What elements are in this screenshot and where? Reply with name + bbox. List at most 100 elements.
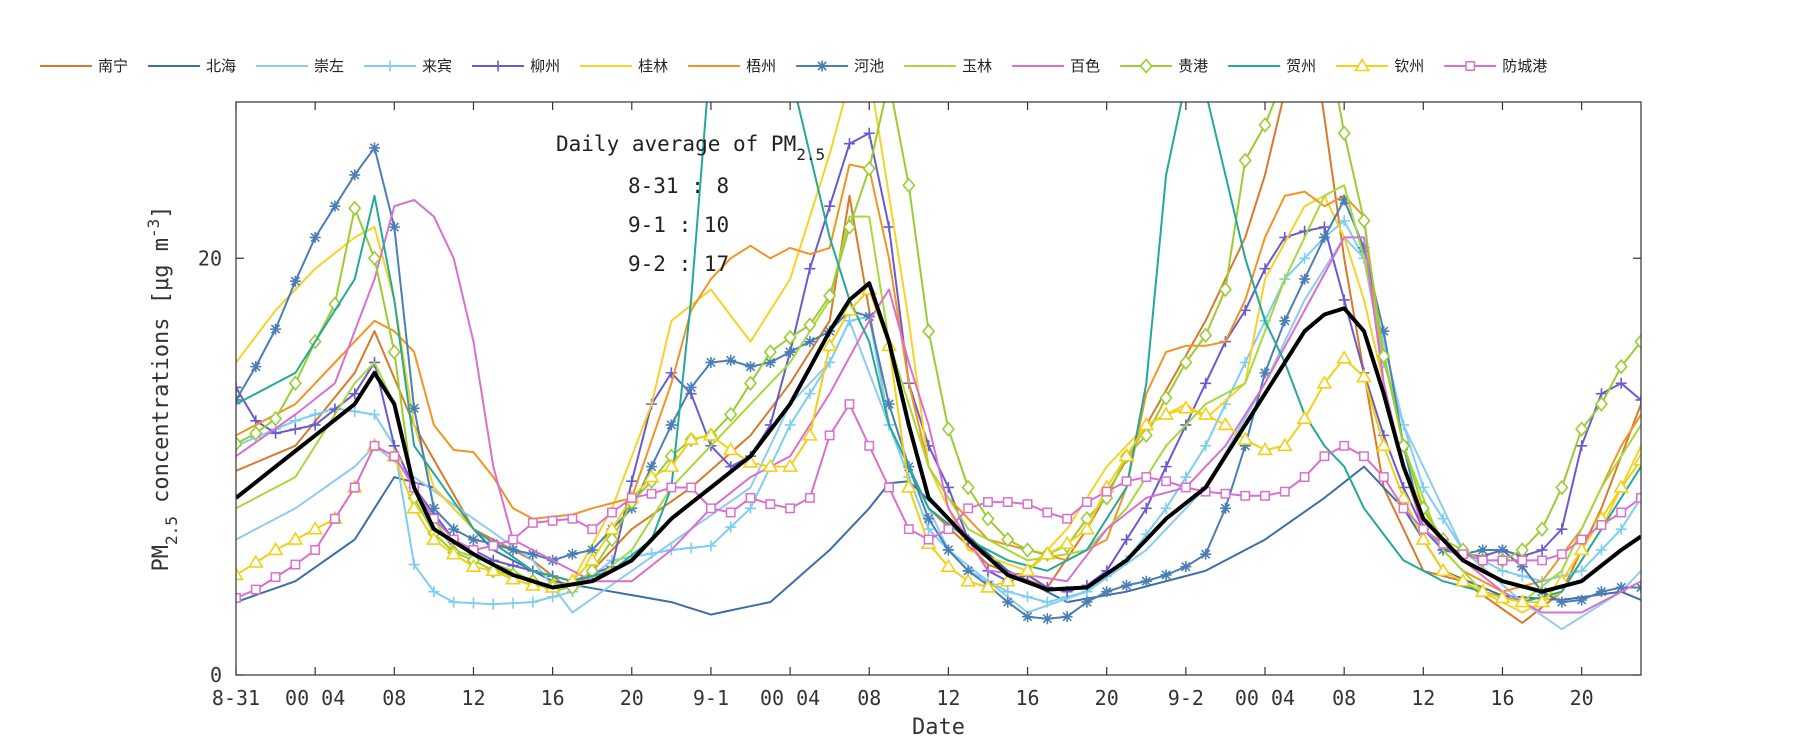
data-point xyxy=(369,440,380,451)
annotation-line: 8-31 : 8 xyxy=(628,174,729,198)
legend-label: 柳州 xyxy=(530,57,560,75)
data-point xyxy=(940,558,957,572)
data-point xyxy=(980,579,996,593)
data-point xyxy=(742,454,759,468)
data-point xyxy=(1158,406,1174,420)
data-point xyxy=(643,468,660,483)
data-point xyxy=(1258,117,1272,133)
data-point xyxy=(1296,410,1313,425)
data-point xyxy=(1537,555,1548,566)
data-point xyxy=(844,399,855,410)
data-point xyxy=(1239,440,1251,452)
annotation-title: Daily average of PM2.5 xyxy=(556,132,825,164)
series-line xyxy=(236,288,1641,604)
data-point xyxy=(236,435,243,452)
data-point xyxy=(1556,596,1568,608)
data-point xyxy=(646,461,658,473)
data-point xyxy=(745,361,757,373)
data-point xyxy=(1140,575,1152,587)
data-point xyxy=(465,558,482,572)
data-point xyxy=(584,552,601,566)
series-防城港 xyxy=(236,399,1641,603)
data-point xyxy=(309,231,321,243)
data-point xyxy=(646,488,657,499)
data-point xyxy=(1118,448,1135,462)
data-point xyxy=(1219,502,1231,514)
legend-item: 玉林 xyxy=(904,57,992,75)
data-point xyxy=(983,497,993,508)
legend-marker xyxy=(492,60,504,72)
data-point xyxy=(1318,231,1330,243)
x-axis: 8-31 00 04 08 12 16 20 9-1 00 04 08 12 16 20 9-2 00 0… xyxy=(212,102,1594,710)
data-point xyxy=(923,513,935,525)
data-point xyxy=(349,388,361,400)
data-point xyxy=(1454,573,1471,587)
data-point xyxy=(1279,486,1290,497)
legend-label: 南宁 xyxy=(98,57,128,75)
data-point xyxy=(784,419,796,431)
data-point xyxy=(1138,416,1155,431)
data-point xyxy=(408,402,420,414)
legend-marker xyxy=(816,60,828,72)
data-point xyxy=(270,572,281,583)
x-tick-label: 20 xyxy=(1570,686,1594,710)
data-point xyxy=(1474,583,1491,597)
data-point xyxy=(666,482,677,493)
data-point xyxy=(505,571,521,585)
data-point xyxy=(942,481,954,493)
data-point xyxy=(943,524,954,535)
data-point xyxy=(1180,561,1192,573)
data-point xyxy=(250,584,261,595)
data-point xyxy=(1634,333,1641,350)
data-point xyxy=(1200,548,1212,560)
legend-item: 柳州 xyxy=(472,57,560,75)
data-point xyxy=(903,524,914,535)
data-point xyxy=(824,430,835,441)
data-point xyxy=(1596,520,1607,530)
data-point xyxy=(1079,521,1095,535)
data-point xyxy=(1338,294,1350,306)
data-point xyxy=(1299,43,1310,56)
data-point xyxy=(309,419,321,431)
data-point xyxy=(743,375,758,392)
series-贺州 xyxy=(236,102,1641,604)
data-point xyxy=(1042,507,1053,518)
data-point xyxy=(289,275,301,287)
data-point xyxy=(1357,213,1371,229)
series-来宾 xyxy=(236,215,1641,610)
data-point xyxy=(369,409,381,421)
legend-label: 贺州 xyxy=(1286,57,1316,75)
data-point xyxy=(1377,348,1391,364)
data-point xyxy=(1615,377,1627,389)
data-point xyxy=(1002,596,1014,608)
data-point xyxy=(1616,507,1627,518)
data-point xyxy=(508,534,518,545)
data-point xyxy=(705,503,716,514)
data-point xyxy=(607,507,617,518)
data-point xyxy=(1141,472,1152,483)
data-point xyxy=(1002,497,1013,508)
data-point xyxy=(1398,503,1409,514)
data-point xyxy=(1121,476,1132,487)
data-point xyxy=(1375,437,1392,452)
data-point xyxy=(1220,488,1231,499)
legend-item: 南宁 xyxy=(40,57,128,75)
data-point xyxy=(467,597,479,609)
data-point xyxy=(547,515,558,526)
data-point xyxy=(1120,579,1132,591)
data-point xyxy=(1573,541,1590,556)
data-point xyxy=(408,559,420,571)
series-崇左 xyxy=(236,236,1641,631)
x-tick-label: 00 04 xyxy=(760,686,820,710)
data-point xyxy=(1161,476,1172,487)
x-tick-label: 8-31 xyxy=(212,686,260,710)
data-point xyxy=(1576,594,1588,606)
data-point xyxy=(843,138,855,150)
data-point xyxy=(1237,431,1254,445)
legend-label: 桂林 xyxy=(638,57,668,75)
data-point xyxy=(507,597,519,609)
data-point xyxy=(1259,367,1271,379)
data-point xyxy=(1556,523,1568,535)
data-point xyxy=(1615,581,1627,593)
